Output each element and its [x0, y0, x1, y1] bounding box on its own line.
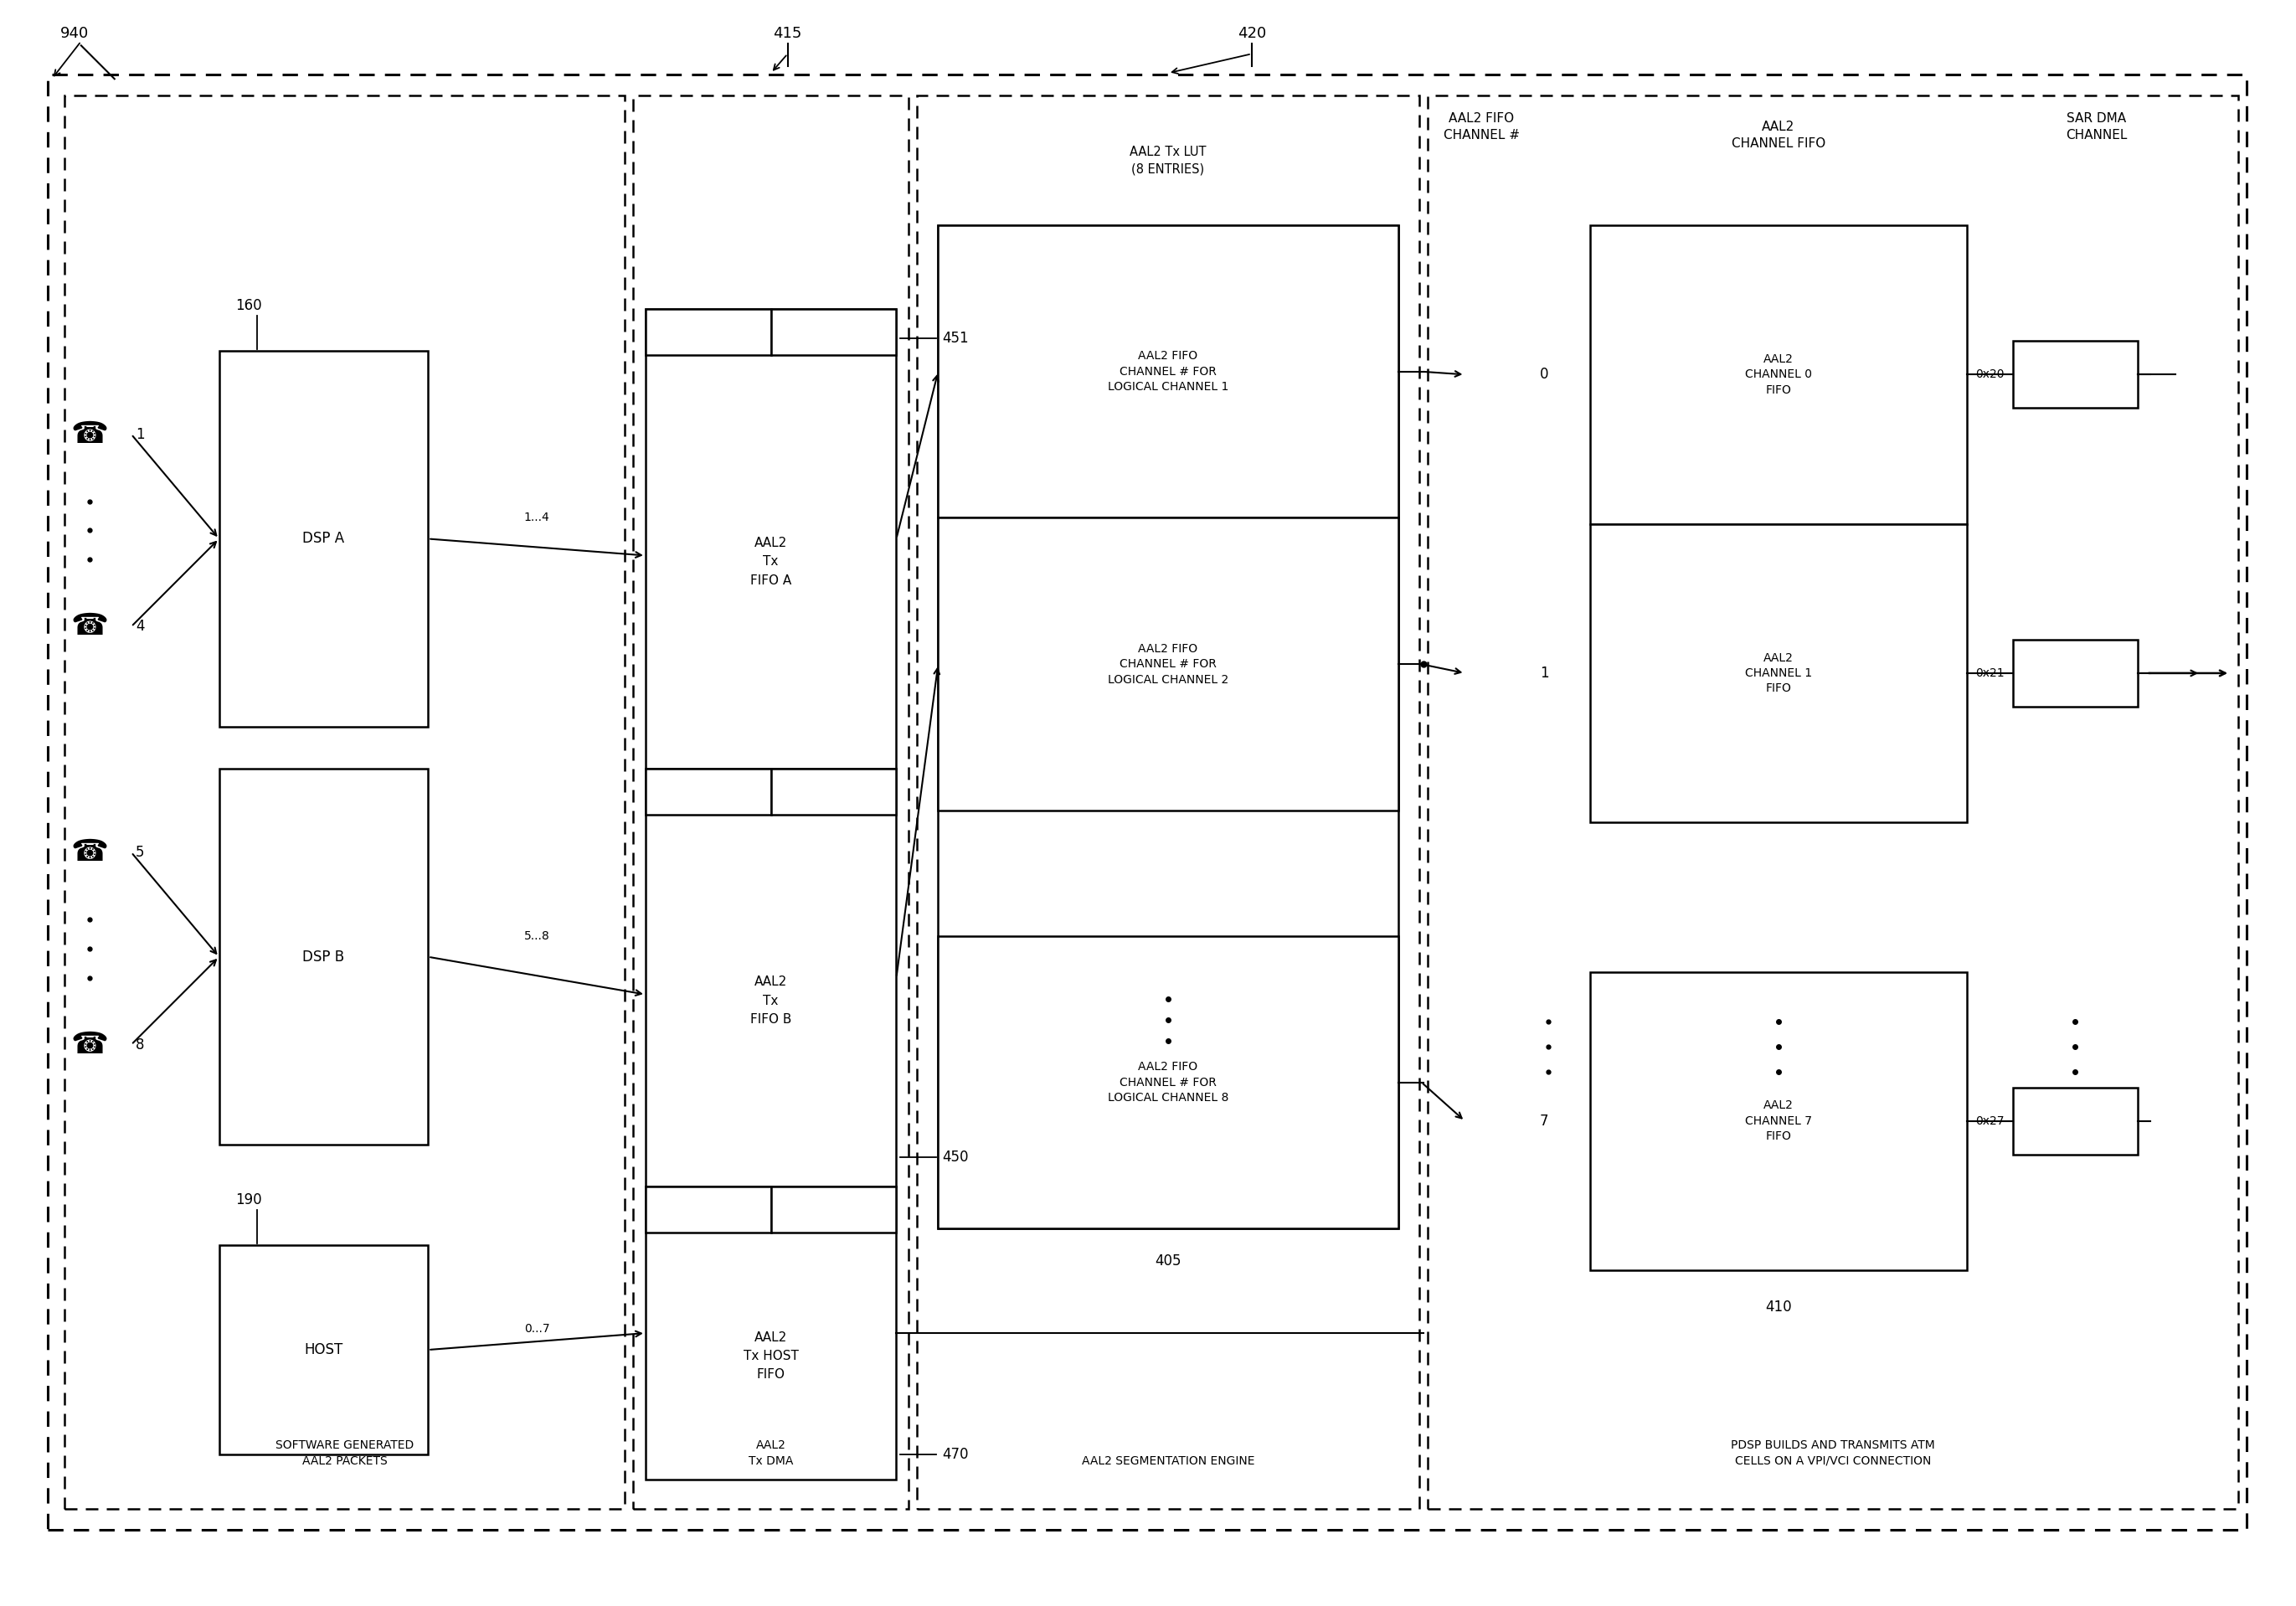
Text: AAL2 FIFO
CHANNEL # FOR
LOGICAL CHANNEL 8: AAL2 FIFO CHANNEL # FOR LOGICAL CHANNEL … — [1107, 1062, 1228, 1103]
Text: SOFTWARE GENERATED
AAL2 PACKETS: SOFTWARE GENERATED AAL2 PACKETS — [276, 1439, 413, 1466]
Text: 160: 160 — [236, 299, 262, 313]
Text: ☎: ☎ — [71, 421, 108, 448]
Bar — [1591, 225, 1968, 524]
Bar — [645, 308, 771, 355]
Text: 0x20: 0x20 — [1975, 369, 2004, 381]
Text: 5: 5 — [135, 845, 145, 859]
Bar — [1428, 96, 2239, 1508]
Text: 1: 1 — [135, 427, 145, 442]
Text: AAL2
Tx DMA: AAL2 Tx DMA — [748, 1439, 792, 1466]
Bar — [939, 225, 1398, 517]
Bar — [218, 350, 427, 728]
Text: 470: 470 — [941, 1447, 969, 1461]
Text: AAL2
CHANNEL 7
FIFO: AAL2 CHANNEL 7 FIFO — [1745, 1100, 1812, 1142]
Text: 410: 410 — [1766, 1299, 1791, 1315]
Text: 4: 4 — [135, 618, 145, 634]
Text: 451: 451 — [941, 331, 969, 345]
Text: 415: 415 — [774, 26, 801, 42]
Bar — [2014, 340, 2138, 408]
Bar — [939, 517, 1398, 811]
Bar — [771, 308, 895, 355]
Bar — [645, 769, 771, 814]
Text: AAL2 SEGMENTATION ENGINE: AAL2 SEGMENTATION ENGINE — [1081, 1455, 1254, 1466]
Text: 0x27: 0x27 — [1975, 1115, 2004, 1127]
Text: ☎: ☎ — [71, 612, 108, 641]
Text: AAL2
Tx HOST
FIFO: AAL2 Tx HOST FIFO — [744, 1331, 799, 1381]
Bar — [64, 96, 625, 1508]
Text: 1: 1 — [1541, 665, 1548, 681]
Text: 405: 405 — [1155, 1254, 1180, 1269]
Text: 0: 0 — [1541, 368, 1548, 382]
Text: AAL2
Tx
FIFO A: AAL2 Tx FIFO A — [751, 536, 792, 586]
Text: 7: 7 — [1541, 1113, 1548, 1129]
Text: AAL2
Tx
FIFO B: AAL2 Tx FIFO B — [751, 976, 792, 1026]
Text: AAL2 FIFO
CHANNEL #: AAL2 FIFO CHANNEL # — [1444, 112, 1520, 141]
Text: 1...4: 1...4 — [523, 512, 549, 524]
Text: AAL2 FIFO
CHANNEL # FOR
LOGICAL CHANNEL 1: AAL2 FIFO CHANNEL # FOR LOGICAL CHANNEL … — [1107, 350, 1228, 393]
Text: 5...8: 5...8 — [523, 930, 549, 941]
Text: AAL2
CHANNEL 1
FIFO: AAL2 CHANNEL 1 FIFO — [1745, 652, 1812, 694]
Text: HOST: HOST — [303, 1343, 342, 1357]
Text: DSP A: DSP A — [303, 532, 344, 546]
Bar — [645, 1187, 771, 1233]
Text: 450: 450 — [941, 1150, 969, 1164]
Bar — [1591, 524, 1968, 822]
Bar — [939, 936, 1398, 1229]
Bar — [645, 769, 895, 1187]
Text: 420: 420 — [1238, 26, 1265, 42]
Text: 0...7: 0...7 — [523, 1323, 549, 1335]
Bar — [771, 1187, 895, 1233]
Text: AAL2 Tx LUT
(8 ENTRIES): AAL2 Tx LUT (8 ENTRIES) — [1130, 146, 1205, 175]
Text: AAL2
CHANNEL FIFO: AAL2 CHANNEL FIFO — [1731, 120, 1825, 149]
Bar — [218, 769, 427, 1145]
Text: 940: 940 — [60, 26, 90, 42]
Text: SAR DMA
CHANNEL: SAR DMA CHANNEL — [2066, 112, 2126, 141]
Bar — [218, 1245, 427, 1455]
Bar — [771, 769, 895, 814]
Text: AAL2 FIFO
CHANNEL # FOR
LOGICAL CHANNEL 2: AAL2 FIFO CHANNEL # FOR LOGICAL CHANNEL … — [1107, 642, 1228, 686]
Bar — [634, 96, 909, 1508]
Bar — [1591, 972, 1968, 1270]
Bar — [2014, 1087, 2138, 1155]
Text: PDSP BUILDS AND TRANSMITS ATM
CELLS ON A VPI/VCI CONNECTION: PDSP BUILDS AND TRANSMITS ATM CELLS ON A… — [1731, 1439, 1936, 1466]
Text: 190: 190 — [236, 1193, 262, 1208]
Text: 8: 8 — [135, 1037, 145, 1052]
Text: 0x21: 0x21 — [1975, 668, 2004, 679]
Text: ☎: ☎ — [71, 1031, 108, 1058]
Text: DSP B: DSP B — [303, 949, 344, 964]
Bar — [645, 308, 895, 769]
Bar — [645, 1187, 895, 1479]
Bar — [939, 225, 1398, 1229]
Text: AAL2
CHANNEL 0
FIFO: AAL2 CHANNEL 0 FIFO — [1745, 353, 1812, 395]
Bar — [2014, 639, 2138, 707]
Bar — [916, 96, 1419, 1508]
Text: ☎: ☎ — [71, 838, 108, 867]
